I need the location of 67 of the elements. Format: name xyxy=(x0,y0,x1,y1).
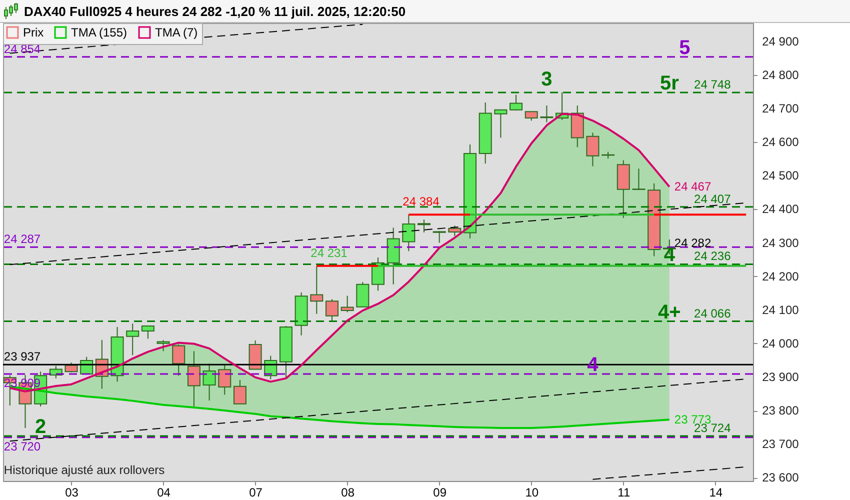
candlestick xyxy=(187,350,200,410)
annotation: Historique ajusté aux rollovers xyxy=(4,463,165,477)
annotation: 4 xyxy=(664,244,676,266)
x-tick-label: 04 xyxy=(157,486,171,500)
candlestick xyxy=(356,282,370,308)
annotation: 24 231 xyxy=(310,246,348,260)
candlestick xyxy=(310,265,324,314)
candlestick xyxy=(524,111,538,122)
x-tick-label: 07 xyxy=(249,486,263,500)
candlestick xyxy=(156,340,170,352)
annotation: 24 467 xyxy=(674,180,712,194)
x-tick-label: 08 xyxy=(341,486,355,500)
candlestick xyxy=(126,323,140,356)
ref-line-label: 24 748 xyxy=(694,77,732,92)
x-tick-label: 03 xyxy=(65,486,79,500)
candlestick xyxy=(510,94,523,112)
y-tick-label: 24 300 xyxy=(762,236,800,250)
annotation: 5r xyxy=(660,72,680,94)
legend-label: TMA (7) xyxy=(155,26,198,40)
candlestick xyxy=(402,214,416,252)
chart-title: DAX40 Full0925 4 heures 24 282 -1,20 % 11 juil. 2025, 12:20:50 xyxy=(24,4,406,18)
y-tick-label: 24 700 xyxy=(762,102,800,116)
legend-label: Prix xyxy=(23,26,44,40)
annotation: 24 282 xyxy=(674,236,712,250)
x-tick-label: 14 xyxy=(709,486,723,500)
y-tick-label: 24 200 xyxy=(762,269,800,284)
ref-line-label: 24 407 xyxy=(694,192,732,206)
ref-line-label: 24 236 xyxy=(694,249,732,264)
candlestick xyxy=(141,325,154,340)
ref-line-label: 24 066 xyxy=(694,306,732,320)
y-tick-label: 23 800 xyxy=(762,404,800,418)
y-tick-label: 23 700 xyxy=(762,437,800,452)
y-tick-label: 24 400 xyxy=(762,202,800,216)
ref-line-label: 24 287 xyxy=(4,232,41,246)
candlestick xyxy=(202,363,216,401)
candlestick xyxy=(432,230,446,244)
y-tick-label: 23 600 xyxy=(762,470,800,485)
x-tick-label: 10 xyxy=(525,486,539,500)
y-tick-label: 23 900 xyxy=(762,370,800,384)
y-tick-label: 24 000 xyxy=(762,336,800,350)
annotation: 24 384 xyxy=(402,194,440,209)
candlestick xyxy=(233,380,246,404)
candlestick xyxy=(340,295,354,313)
y-tick-label: 24 500 xyxy=(762,168,800,183)
y-tick-label: 24 100 xyxy=(762,302,800,317)
y-tick-label: 24 900 xyxy=(762,34,800,48)
candlestick xyxy=(586,132,600,167)
candlestick xyxy=(325,298,338,322)
annotation: 2 xyxy=(35,416,46,438)
candlestick xyxy=(540,105,554,123)
candlestick xyxy=(218,364,232,396)
candlestick xyxy=(172,344,186,376)
ref-line-label: 23 937 xyxy=(4,350,41,364)
annotation: 3 xyxy=(541,68,552,90)
candlestick xyxy=(418,219,431,233)
annotation: 4+ xyxy=(658,301,681,324)
legend-label: TMA (155) xyxy=(71,26,128,40)
y-tick-label: 24 800 xyxy=(762,68,800,82)
ref-line-label: 23 720 xyxy=(4,439,41,454)
annotation: 5 xyxy=(679,36,690,59)
candlestick xyxy=(632,168,646,191)
x-tick-label: 09 xyxy=(433,486,447,500)
y-tick-label: 24 600 xyxy=(762,135,800,150)
ref-line-label: 23 909 xyxy=(4,376,41,390)
x-tick-label: 11 xyxy=(618,486,630,500)
candlestick xyxy=(494,109,508,138)
candlestick xyxy=(448,225,462,237)
